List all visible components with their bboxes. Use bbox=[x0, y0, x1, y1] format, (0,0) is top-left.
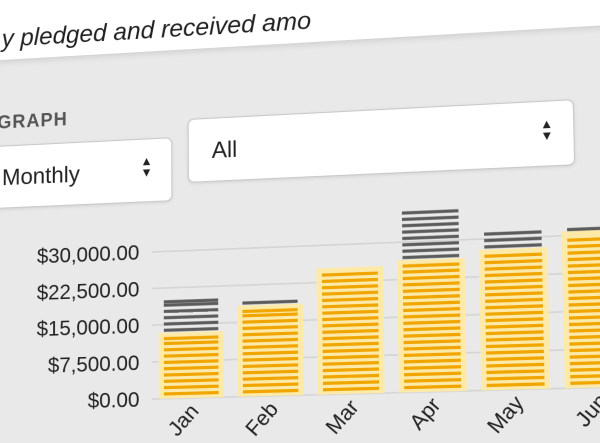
y-tick-label: $30,000.00 bbox=[37, 242, 139, 269]
x-tick-label: Feb bbox=[241, 398, 283, 441]
x-tick-label: May bbox=[483, 392, 529, 439]
y-tick-label: $15,000.00 bbox=[37, 315, 140, 341]
pledged-bar-feb bbox=[242, 300, 297, 305]
pledged-bar-apr bbox=[402, 209, 459, 259]
x-tick-label: Apr bbox=[405, 393, 446, 434]
y-tick-label: $7,500.00 bbox=[48, 352, 140, 378]
y-tick-label: $0.00 bbox=[88, 389, 140, 413]
received-stripes-jun bbox=[567, 236, 600, 385]
x-tick-label: Jan bbox=[164, 400, 204, 441]
pledged-bar-may bbox=[484, 230, 542, 248]
pledged-bar-jan bbox=[164, 298, 219, 331]
x-tick-label: Mar bbox=[322, 396, 365, 440]
y-tick-label: $22,500.00 bbox=[37, 279, 140, 306]
x-tick-label: Jun bbox=[571, 389, 600, 432]
